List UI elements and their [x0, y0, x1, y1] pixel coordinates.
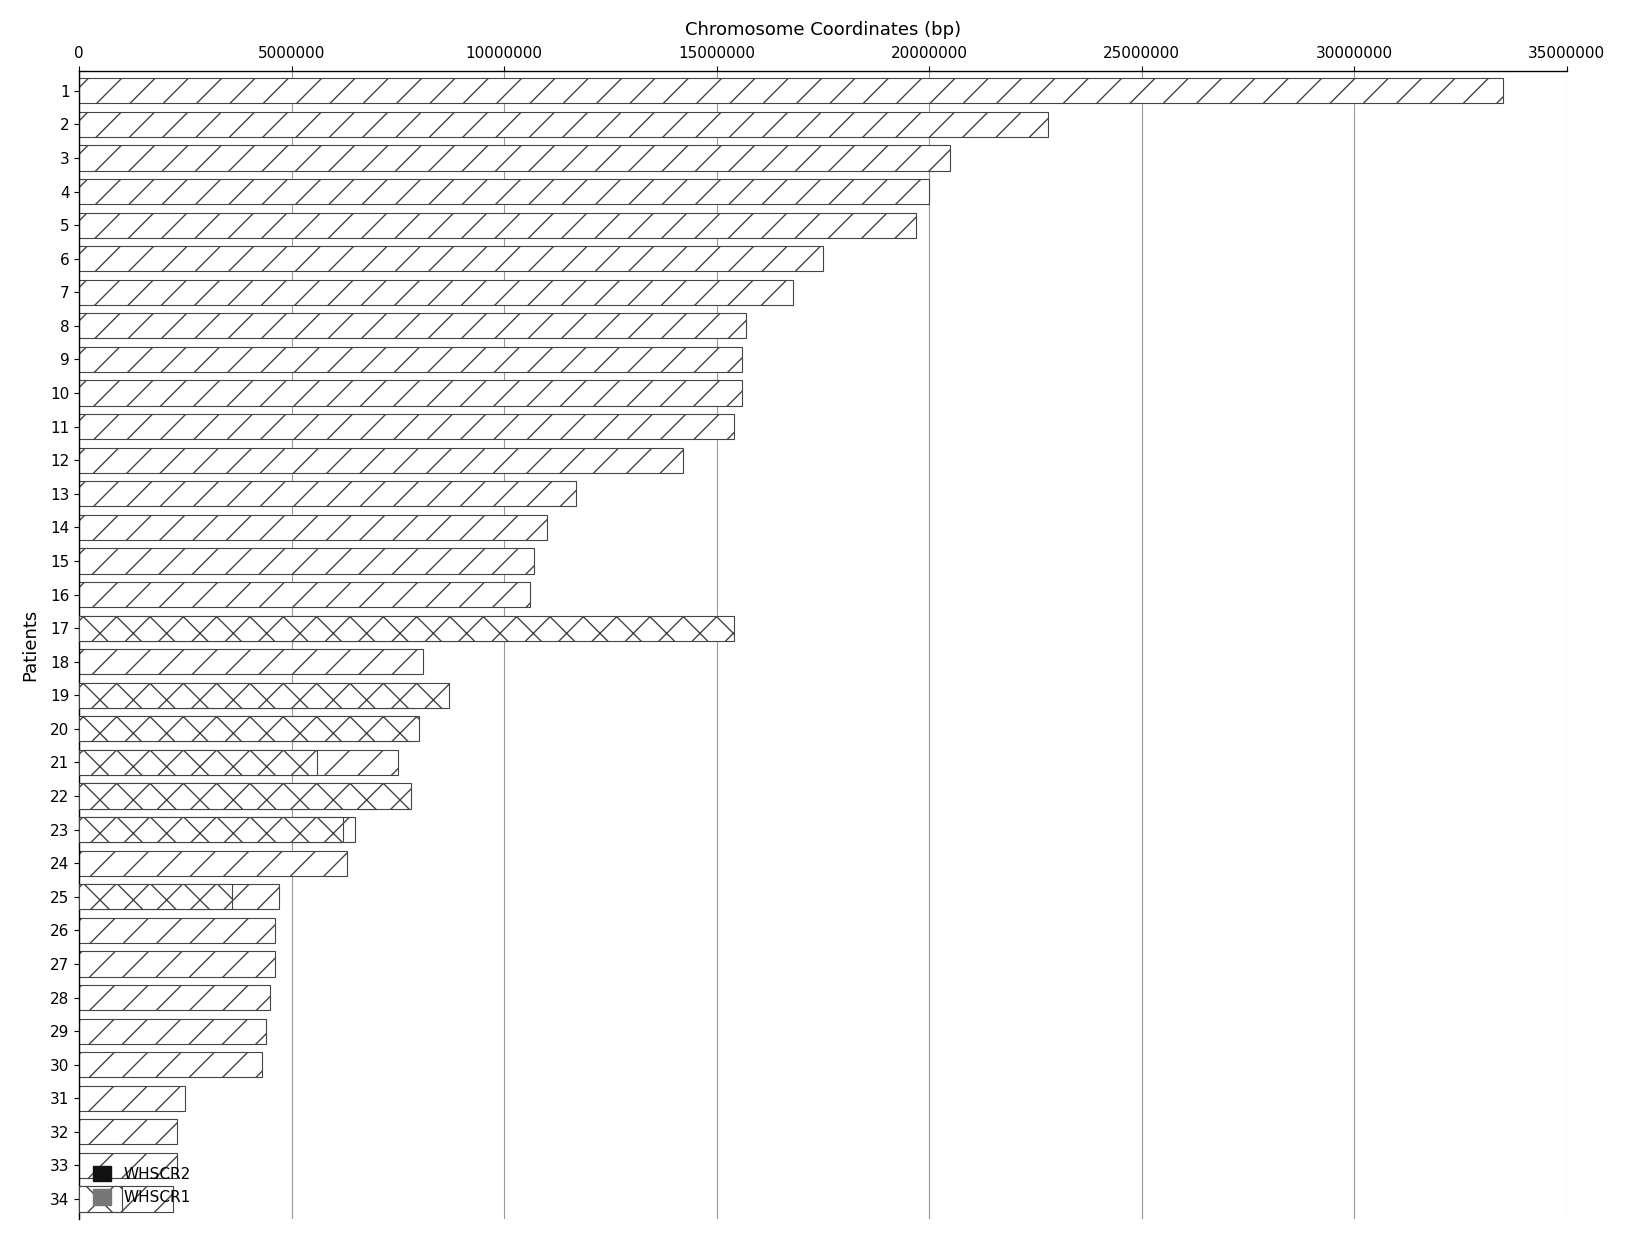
Bar — [80, 212, 917, 238]
Bar — [80, 951, 275, 977]
Bar — [80, 112, 1049, 136]
Bar — [80, 381, 741, 405]
Bar — [80, 851, 346, 875]
Bar — [80, 448, 683, 472]
Y-axis label: Patients: Patients — [21, 609, 39, 681]
Bar — [80, 717, 411, 742]
Bar — [80, 582, 530, 608]
Bar — [80, 683, 449, 708]
Bar — [80, 1153, 177, 1178]
Bar — [80, 918, 275, 942]
Bar — [80, 145, 950, 171]
Bar — [80, 1187, 172, 1211]
Bar — [80, 1120, 177, 1145]
Bar — [80, 884, 280, 909]
Bar — [80, 1018, 267, 1044]
Bar — [80, 884, 233, 909]
Bar — [80, 615, 509, 641]
Bar — [80, 481, 576, 506]
Bar — [80, 414, 733, 439]
Bar — [80, 649, 423, 675]
Bar — [80, 683, 420, 708]
Bar — [80, 817, 343, 842]
Bar — [80, 750, 398, 775]
Bar — [80, 784, 377, 808]
Bar — [80, 985, 270, 1011]
Bar — [80, 750, 317, 775]
Bar — [80, 717, 420, 742]
Bar — [80, 784, 411, 808]
Bar — [80, 347, 741, 372]
X-axis label: Chromosome Coordinates (bp): Chromosome Coordinates (bp) — [685, 21, 961, 38]
Bar — [80, 314, 746, 339]
Bar — [80, 1052, 262, 1078]
Bar — [80, 246, 823, 272]
Bar — [80, 515, 546, 539]
Bar — [80, 817, 356, 842]
Bar — [80, 78, 1502, 103]
Bar — [80, 548, 533, 574]
Bar — [80, 1086, 185, 1111]
Bar — [80, 280, 793, 305]
Bar — [80, 615, 733, 641]
Bar — [80, 1187, 122, 1211]
Bar — [80, 179, 928, 205]
Legend: WHSCR2, WHSCR1: WHSCR2, WHSCR1 — [86, 1159, 197, 1211]
